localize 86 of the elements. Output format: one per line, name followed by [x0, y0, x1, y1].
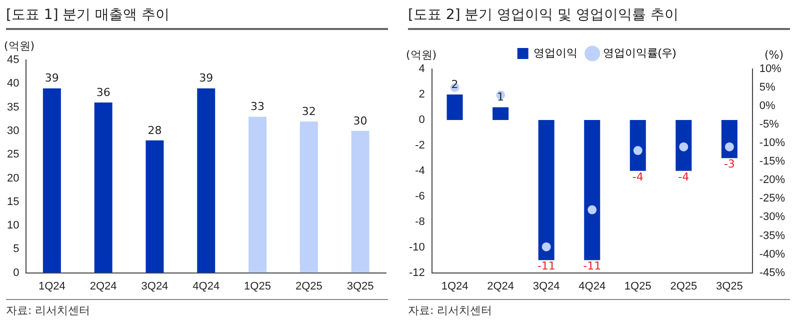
bar: [300, 121, 318, 273]
data-label: -11: [537, 259, 556, 272]
y-axis-title: (억원): [406, 48, 437, 62]
x-tick-label: 3Q24: [141, 280, 168, 292]
y-tick-label: 20: [6, 172, 20, 184]
data-label: 28: [148, 124, 162, 137]
data-label: -3: [724, 158, 735, 171]
x-tick-label: 3Q25: [716, 280, 743, 292]
bar: [492, 107, 509, 120]
y-tick-label: 35: [6, 101, 20, 114]
x-tick-label: 1Q25: [244, 280, 271, 292]
point: [542, 242, 551, 252]
point: [679, 142, 688, 152]
y-tick-label: -4: [415, 164, 425, 177]
bar: [446, 94, 463, 120]
text: 자료: 리서치센터: [408, 299, 790, 318]
y2-tick-label: -45%: [759, 266, 786, 279]
data-label: 1: [497, 90, 504, 104]
y-tick-label: -2: [415, 139, 425, 152]
y-tick-label: 40: [6, 78, 20, 90]
point: [633, 146, 642, 156]
x-tick-label: 4Q24: [578, 280, 606, 292]
y-tick-label: -12: [408, 266, 425, 279]
chart-title: [도표 2] 분기 영업이익 및 영업이익률 추이: [408, 6, 790, 30]
data-label: -4: [678, 170, 690, 184]
bar: [351, 130, 370, 273]
y2-tick-label: -25%: [759, 192, 786, 205]
text: 자료: 리서치센터: [6, 299, 388, 318]
y-tick-label: 4: [418, 63, 425, 76]
bar: [94, 102, 112, 273]
y2-tick-label: -20%: [759, 174, 786, 186]
x-tick-label: 1Q24: [441, 280, 468, 292]
x-tick-label: 2Q24: [90, 280, 117, 292]
data-label: 39: [199, 72, 214, 85]
y-tick-label: 45: [6, 54, 20, 66]
y-tick-label: 10: [6, 220, 20, 232]
data-label: 33: [250, 100, 265, 114]
y-tick-label: 15: [6, 196, 20, 208]
y-tick-label: 0: [418, 114, 425, 126]
y2-axis-title: (%): [764, 48, 784, 62]
data-label: 36: [96, 86, 110, 99]
y-tick-label: 2: [418, 88, 425, 101]
y-tick-label: 30: [6, 124, 20, 137]
legend-label: 영업이익률(우): [602, 48, 676, 60]
y2-tick-label: 10%: [759, 63, 782, 76]
y2-tick-label: -40%: [759, 248, 786, 260]
x-tick-label: 3Q24: [532, 280, 560, 292]
point: [588, 205, 597, 214]
y-tick-label: -10: [408, 241, 425, 254]
x-tick-label: 1Q25: [624, 280, 652, 292]
bar: [197, 88, 216, 273]
data-label: 30: [353, 114, 368, 128]
y2-tick-label: -35%: [759, 230, 786, 242]
x-tick-label: 2Q25: [670, 280, 698, 292]
bar: [584, 120, 600, 260]
x-tick-label: 2Q25: [295, 280, 322, 292]
bar: [248, 116, 267, 273]
bar: [630, 120, 646, 171]
y-tick-label: 0: [13, 266, 20, 279]
data-label: 39: [44, 72, 59, 85]
y2-tick-label: 0%: [759, 100, 776, 112]
y2-tick-label: -5%: [759, 118, 780, 131]
point: [724, 142, 734, 152]
bar: [676, 120, 692, 171]
y-tick-label: 5: [13, 243, 20, 256]
y2-tick-label: 5%: [759, 82, 776, 94]
y-tick-label: -6: [415, 190, 425, 202]
legend-label: 영업이익: [533, 48, 578, 60]
bar: [538, 120, 554, 260]
x-tick-label: 2Q24: [487, 280, 514, 292]
data-label: -11: [583, 259, 602, 272]
y2-tick-label: -10%: [759, 137, 786, 150]
y2-tick-label: -30%: [759, 211, 786, 224]
bar: [42, 88, 61, 273]
data-label: -4: [632, 170, 644, 184]
data-label: 2: [451, 78, 458, 91]
bar: [146, 140, 164, 273]
chart-title: [도표 1] 분기 매출액 추이: [6, 6, 388, 30]
y-tick-label: -8: [415, 216, 425, 228]
y2-tick-label: -15%: [759, 156, 786, 168]
x-tick-label: 4Q24: [192, 280, 220, 292]
x-tick-label: 1Q24: [38, 280, 66, 292]
y-axis-title: (억원): [4, 39, 35, 52]
y-tick-label: 25: [6, 148, 20, 161]
data-label: 32: [302, 104, 316, 118]
x-tick-label: 3Q25: [346, 280, 374, 292]
